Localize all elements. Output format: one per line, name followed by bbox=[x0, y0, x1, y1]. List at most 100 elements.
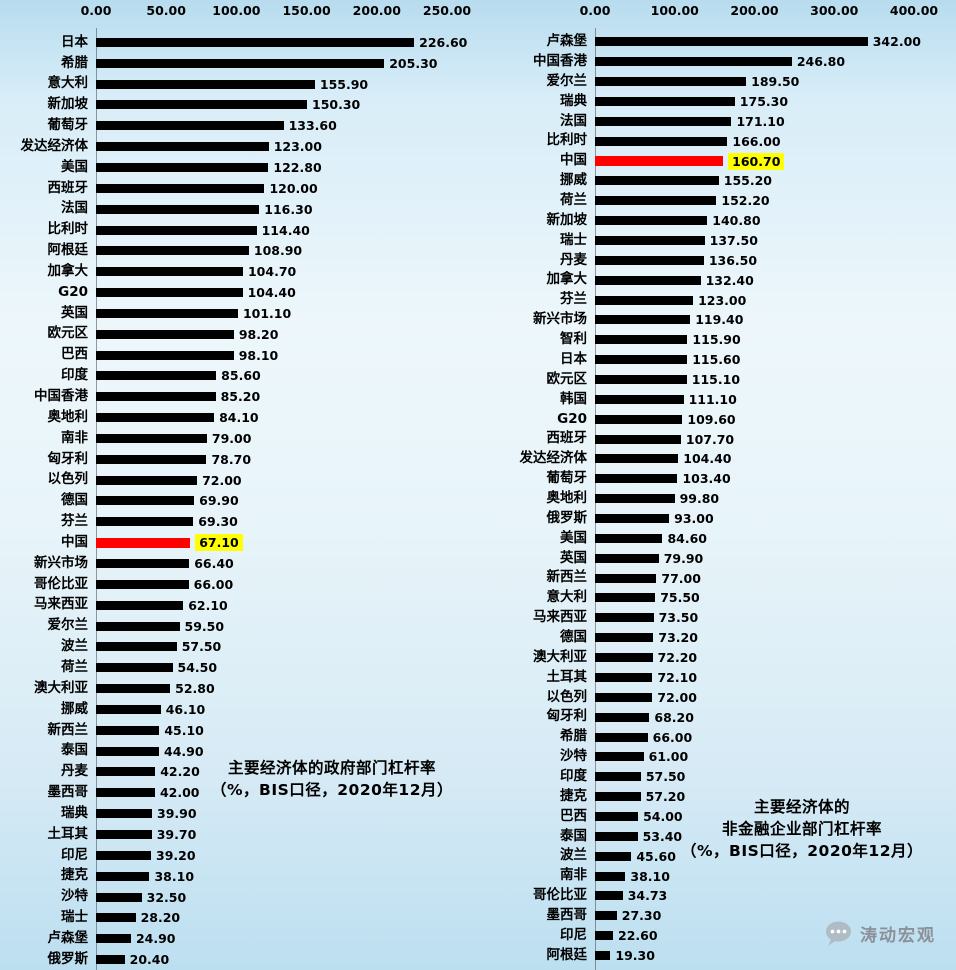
value-label: 166.00 bbox=[732, 133, 781, 149]
bar-row: 南非 79.00 bbox=[0, 428, 480, 449]
bar-row: 卢森堡 342.00 bbox=[480, 32, 956, 52]
bar bbox=[595, 752, 644, 762]
bar-row: 德国 69.90 bbox=[0, 491, 480, 512]
bar bbox=[96, 100, 308, 110]
category-label: 比利时 bbox=[47, 221, 89, 238]
bar-track: 72.10 bbox=[595, 670, 914, 685]
category-label: 中国香港 bbox=[34, 388, 88, 405]
bar-track: 85.60 bbox=[96, 368, 447, 383]
category-label: 美国 bbox=[560, 529, 587, 546]
category-label: 葡萄牙 bbox=[47, 117, 89, 134]
value-label: 103.40 bbox=[682, 471, 731, 487]
bar bbox=[96, 225, 257, 235]
bar-track: 62.10 bbox=[96, 598, 447, 613]
bar-track: 137.50 bbox=[595, 233, 914, 248]
bar-row: 瑞士 28.20 bbox=[0, 907, 480, 928]
bar-track: 45.60 bbox=[595, 849, 914, 864]
bar bbox=[595, 77, 747, 87]
bar-track: 59.50 bbox=[96, 619, 447, 634]
value-label: 189.50 bbox=[751, 74, 800, 90]
highlight-bar bbox=[96, 537, 191, 548]
bar bbox=[96, 663, 173, 673]
bar-row: 丹麦 136.50 bbox=[480, 250, 956, 270]
bar-track: 53.40 bbox=[595, 829, 914, 844]
bar-row: 中国香港 246.80 bbox=[480, 52, 956, 72]
bar-row: 欧元区 98.20 bbox=[0, 324, 480, 345]
bar-row: 匈牙利 78.70 bbox=[0, 449, 480, 470]
bar bbox=[96, 871, 150, 881]
value-label: 39.70 bbox=[156, 826, 197, 842]
value-label: 46.10 bbox=[165, 701, 206, 717]
bar bbox=[96, 162, 269, 172]
value-label: 155.20 bbox=[723, 173, 773, 189]
bar-row: 泰国 53.40 bbox=[480, 826, 956, 846]
bar bbox=[595, 136, 728, 146]
category-label: 荷兰 bbox=[560, 192, 587, 209]
bar bbox=[595, 692, 653, 702]
bar-row: 葡萄牙 133.60 bbox=[0, 115, 480, 136]
value-label: 150.30 bbox=[312, 97, 361, 113]
value-label: 24.90 bbox=[135, 931, 176, 947]
x-axis-tick: 100.00 bbox=[212, 3, 261, 18]
value-label: 116.30 bbox=[264, 201, 313, 217]
bar-track: 73.20 bbox=[595, 630, 914, 645]
category-label: 加拿大 bbox=[546, 271, 588, 288]
category-label: 爱尔兰 bbox=[546, 72, 588, 89]
value-label: 152.20 bbox=[721, 193, 770, 209]
bar-track: 116.30 bbox=[96, 202, 447, 217]
bar-row: 中国香港 85.20 bbox=[0, 386, 480, 407]
bar-track: 72.00 bbox=[595, 690, 914, 705]
bar-row: 瑞士 137.50 bbox=[480, 231, 956, 251]
bar-track: 160.70 bbox=[595, 152, 914, 170]
value-label: 38.10 bbox=[154, 868, 195, 884]
bar-row: 波兰 57.50 bbox=[0, 636, 480, 657]
bar-row: 比利时 166.00 bbox=[480, 131, 956, 151]
category-label: 新兴市场 bbox=[34, 554, 88, 571]
value-label: 39.90 bbox=[157, 806, 197, 822]
value-label: 75.50 bbox=[660, 590, 700, 606]
bar-row: 捷克 57.20 bbox=[480, 787, 956, 807]
bar bbox=[96, 371, 217, 381]
value-label: 114.40 bbox=[261, 222, 310, 238]
category-label: 土耳其 bbox=[47, 825, 89, 842]
value-label: 28.20 bbox=[140, 910, 181, 926]
category-label: 挪威 bbox=[61, 700, 88, 717]
bar-row: 德国 73.20 bbox=[480, 628, 956, 648]
category-label: 瑞典 bbox=[560, 92, 587, 109]
category-label: 捷克 bbox=[61, 867, 88, 884]
value-label: 53.40 bbox=[642, 828, 683, 844]
bar-track: 38.10 bbox=[595, 869, 914, 884]
bar-row: 马来西亚 73.50 bbox=[480, 608, 956, 628]
bar-track: 79.00 bbox=[96, 431, 447, 446]
value-label: 93.00 bbox=[674, 511, 714, 527]
bar bbox=[96, 642, 177, 652]
bar bbox=[595, 474, 678, 484]
category-label: 印度 bbox=[61, 367, 88, 384]
x-axis-right: 0.00 100.00 200.00 300.00 400.00 bbox=[580, 3, 939, 21]
bar bbox=[96, 413, 215, 423]
value-label: 115.60 bbox=[692, 352, 741, 368]
bar bbox=[96, 79, 315, 89]
chart-title-line: （%，BIS口径，2020年12月） bbox=[211, 781, 453, 799]
bar-row: 发达经济体 104.40 bbox=[480, 449, 956, 469]
category-label: 中国香港 bbox=[533, 53, 587, 70]
bar-track: 39.90 bbox=[96, 806, 447, 821]
value-label: 72.00 bbox=[657, 689, 697, 705]
value-label: 66.00 bbox=[652, 729, 693, 745]
bar-track: 133.60 bbox=[96, 118, 447, 133]
bar bbox=[595, 911, 617, 921]
category-label: 荷兰 bbox=[61, 658, 88, 675]
bar bbox=[595, 196, 717, 206]
value-label: 73.50 bbox=[658, 610, 699, 626]
category-label: 新加坡 bbox=[47, 96, 89, 113]
bar bbox=[595, 950, 611, 960]
bar-row: 葡萄牙 103.40 bbox=[480, 469, 956, 489]
category-label: 巴西 bbox=[560, 807, 587, 824]
bar-row: 比利时 114.40 bbox=[0, 220, 480, 241]
bar-track: 85.20 bbox=[96, 389, 447, 404]
bar-track: 39.70 bbox=[96, 827, 447, 842]
bar-track: 136.50 bbox=[595, 253, 914, 268]
bar-row: 哥伦比亚 34.73 bbox=[480, 886, 956, 906]
value-label: 45.10 bbox=[164, 722, 204, 738]
bar-track: 78.70 bbox=[96, 452, 447, 467]
